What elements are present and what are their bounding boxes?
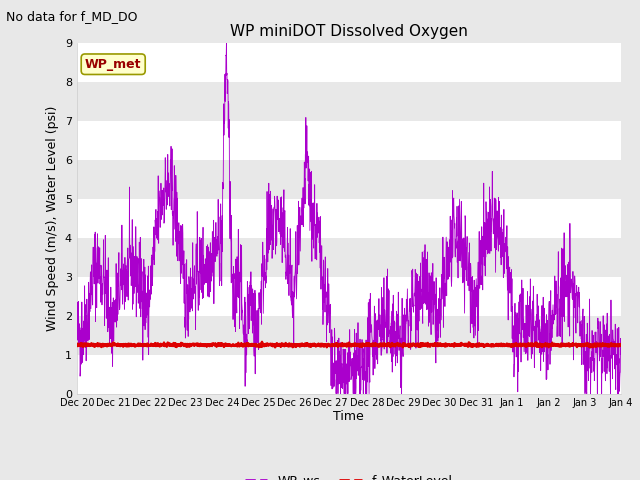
Bar: [77, 355, 621, 394]
Y-axis label: Wind Speed (m/s), Water Level (psi): Wind Speed (m/s), Water Level (psi): [46, 106, 60, 331]
Legend: WP_ws, f_WaterLevel: WP_ws, f_WaterLevel: [240, 469, 458, 480]
Bar: [77, 43, 621, 82]
Text: WP_met: WP_met: [85, 58, 141, 71]
Bar: [77, 121, 621, 160]
Title: WP miniDOT Dissolved Oxygen: WP miniDOT Dissolved Oxygen: [230, 24, 468, 39]
X-axis label: Time: Time: [333, 410, 364, 423]
Bar: [77, 199, 621, 238]
Bar: [77, 277, 621, 316]
Text: No data for f_MD_DO: No data for f_MD_DO: [6, 10, 138, 23]
